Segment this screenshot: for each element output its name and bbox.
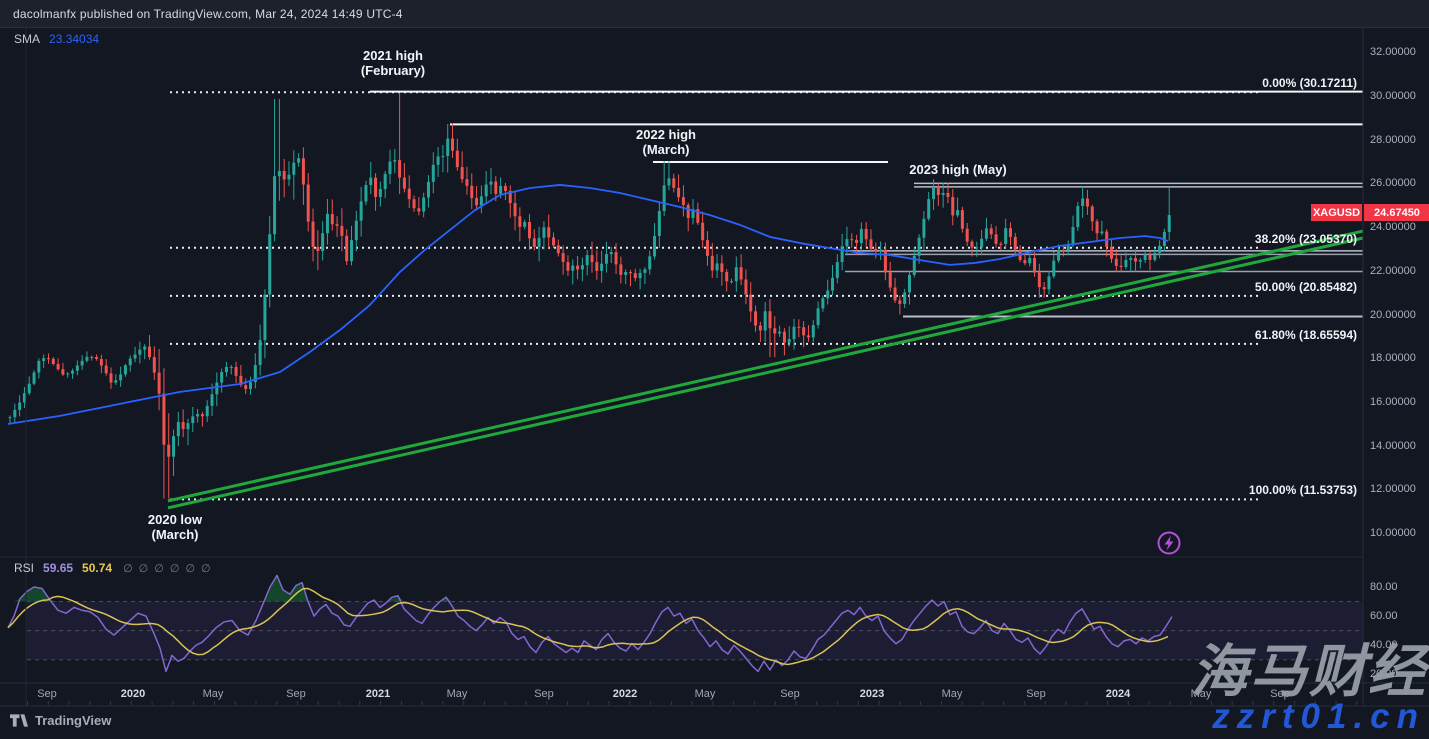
rsi-ma-line: [7, 587, 1169, 666]
rsi-line: [7, 574, 1173, 673]
flash-icon[interactable]: [1156, 530, 1182, 556]
candle-bodies: [8, 138, 1171, 457]
chart-background: [0, 28, 1429, 706]
published-info-text: dacolmanfx published on TradingView.com,…: [13, 7, 403, 21]
sma-line: [7, 184, 1169, 425]
tradingview-logo-icon: [10, 713, 28, 727]
last-price-value: 24.67450: [1364, 204, 1429, 221]
symbol-label: XAGUSD: [1311, 204, 1362, 221]
rsi-overbought-fill: [8, 575, 1172, 602]
trend-channel-line-0: [167, 229, 1364, 503]
tradingview-brand-text: TradingView: [35, 713, 112, 728]
minor-ticks: [27, 701, 1358, 705]
watermark-chinese: 海马财经: [1191, 640, 1427, 704]
publish-header: dacolmanfx published on TradingView.com,…: [0, 0, 1429, 28]
watermark-url: zzrt01.cn: [1212, 697, 1425, 736]
tradingview-brand[interactable]: TradingView: [10, 713, 111, 728]
trend-channel-line-1: [167, 236, 1364, 510]
last-price-tag: XAGUSD 24.67450: [1311, 204, 1429, 221]
